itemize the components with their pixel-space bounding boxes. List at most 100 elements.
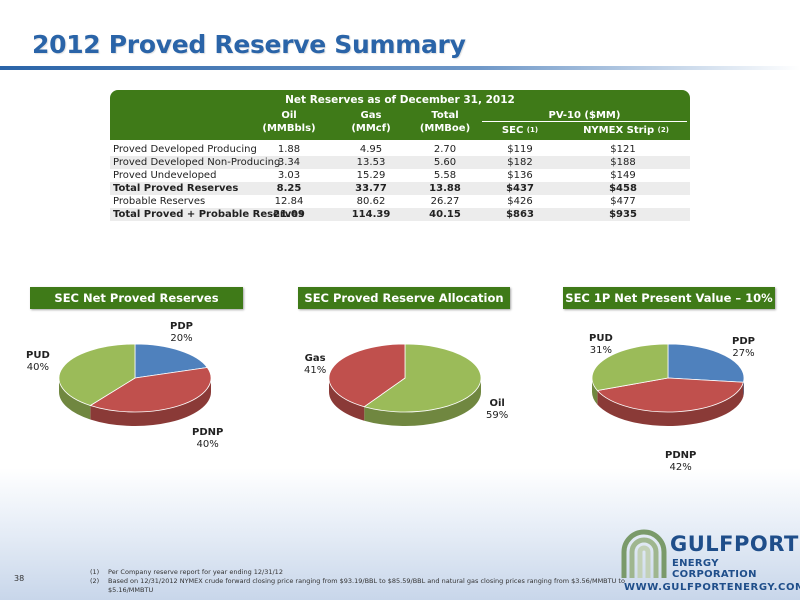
pie-slice-pud	[591, 343, 669, 391]
row-label: Probable Reserves	[113, 196, 206, 207]
cell-oil: 3.34	[277, 157, 301, 168]
row-label: Proved Undeveloped	[113, 170, 217, 181]
col-total-unit: (MMBoe)	[419, 123, 471, 134]
cell-oil: 12.84	[274, 196, 304, 207]
pie-slice-pdnp	[596, 377, 744, 413]
col-total: Total (MMBoe)	[416, 109, 474, 135]
cell-nymex: $121	[610, 144, 636, 155]
cell-sec: $182	[507, 157, 533, 168]
footnotes: (1) Per Company reserve report for year …	[90, 568, 668, 595]
table-row: Proved Undeveloped 3.03 15.29 5.58 $136 …	[110, 169, 690, 182]
col-sec: SEC (1)	[486, 124, 554, 137]
reserves-table: Net Reserves as of December 31, 2012 Oil…	[110, 90, 690, 221]
footnote-number: (2)	[90, 577, 100, 585]
page-number: 38	[14, 574, 25, 583]
cell-oil: 1.88	[277, 144, 301, 155]
cell-sec: $437	[506, 183, 534, 194]
pie-slice-pdp	[134, 343, 208, 379]
cell-nymex: $188	[610, 157, 636, 168]
cell-total: 13.88	[429, 183, 461, 194]
col-gas-unit: (MMcf)	[351, 123, 391, 134]
pie-label-pud: PUD 40%	[26, 350, 50, 373]
col-sec-label: SEC	[501, 125, 524, 136]
pie-slice-pdp	[667, 343, 745, 383]
title-underline	[0, 66, 800, 70]
footnote: (1) Per Company reserve report for year …	[90, 568, 668, 577]
cell-oil: 8.25	[276, 183, 302, 194]
pie-slice-side-pdnp	[597, 382, 744, 426]
cell-gas: 114.39	[351, 209, 391, 220]
pie-slice-pud	[58, 343, 136, 406]
footnote: (2) Based on 12/31/2012 NYMEX crude forw…	[90, 577, 668, 595]
pie-label-oil: Oil 59%	[486, 398, 509, 421]
table-row: Proved Developed Non-Producing 3.34 13.5…	[110, 156, 690, 169]
pie-slice-side-oil	[364, 378, 481, 426]
pie-chart-svg	[591, 343, 745, 426]
company-logo: GULFPORT ENERGY CORPORATION WWW.GULFPORT…	[616, 522, 800, 598]
pie-label-pdp: PDP 20%	[170, 321, 193, 344]
col-oil-label: Oil	[281, 110, 297, 121]
proved-reserve-allocation-pie	[325, 340, 495, 440]
col-sec-footnote: (1)	[526, 126, 539, 134]
table-banner: Net Reserves as of December 31, 2012	[285, 94, 515, 106]
page-title: 2012 Proved Reserve Summary	[32, 30, 466, 59]
table-row: Probable Reserves 12.84 80.62 26.27 $426…	[110, 195, 690, 208]
col-nymex: NYMEX Strip (2)	[576, 124, 676, 137]
pie-slice-side-pdnp	[90, 378, 211, 426]
table-row: Total Proved Reserves 8.25 33.77 13.88 $…	[110, 182, 690, 195]
col-gas-label: Gas	[360, 110, 382, 121]
col-nymex-label: NYMEX Strip	[583, 125, 655, 136]
proved-reserve-allocation-header: SEC Proved Reserve Allocation	[298, 287, 510, 309]
pie-label-gas: Gas 41%	[304, 353, 327, 376]
footnote-number: (1)	[90, 568, 100, 576]
pie-label-pdp: PDP 27%	[732, 336, 755, 359]
col-nymex-footnote: (2)	[657, 126, 669, 134]
row-label: Proved Developed Non-Producing	[113, 157, 281, 168]
net-proved-reserves-header: SEC Net Proved Reserves	[30, 287, 243, 309]
cell-oil: 21.09	[273, 209, 305, 220]
pie-slice-oil	[363, 343, 482, 413]
table-header: Net Reserves as of December 31, 2012 Oil…	[110, 90, 690, 140]
pie-label-pdnp: PDNP 40%	[192, 427, 224, 450]
cell-total: 5.60	[433, 157, 457, 168]
pie-slice-side-gas	[329, 378, 365, 421]
logo-emblem-icon	[621, 529, 667, 578]
cell-total: 40.15	[429, 209, 461, 220]
cell-gas: 33.77	[355, 183, 387, 194]
pie-label-pdnp: PDNP 42%	[665, 450, 697, 473]
cell-nymex: $935	[609, 209, 637, 220]
pie-chart-svg	[58, 343, 212, 426]
cell-nymex: $458	[609, 183, 637, 194]
cell-sec: $863	[506, 209, 534, 220]
table-body: Proved Developed Producing 1.88 4.95 2.7…	[110, 143, 690, 221]
pie-slice-pdnp	[89, 367, 212, 413]
col-gas: Gas (MMcf)	[346, 109, 396, 135]
footnote-text: Per Company reserve report for year endi…	[108, 568, 283, 576]
col-oil: Oil (MMBbls)	[262, 109, 315, 135]
row-label: Proved Developed Producing	[113, 144, 257, 155]
col-pv10: PV-10 ($MM)	[548, 110, 621, 121]
table-row: Proved Developed Producing 1.88 4.95 2.7…	[110, 143, 690, 156]
cell-gas: 80.62	[356, 196, 386, 207]
table-row: Total Proved + Probable Reserves 21.09 1…	[110, 208, 690, 221]
logo-name: GULFPORT	[670, 532, 799, 556]
cell-nymex: $149	[610, 170, 636, 181]
col-oil-unit: (MMBbls)	[262, 123, 316, 134]
cell-gas: 13.53	[356, 157, 386, 168]
pie-slice-gas	[328, 343, 406, 408]
net-present-value-header: SEC 1P Net Present Value – 10%	[563, 287, 775, 309]
cell-sec: $426	[507, 196, 533, 207]
cell-total: 2.70	[433, 144, 457, 155]
net-present-value-pie	[588, 340, 758, 435]
row-label: Total Proved + Probable Reserves	[113, 209, 305, 220]
cell-total: 26.27	[430, 196, 460, 207]
pv10-rule	[482, 121, 687, 122]
pie-label-pud: PUD 31%	[589, 333, 613, 356]
cell-oil: 3.03	[277, 170, 301, 181]
net-proved-reserves-pie	[55, 340, 225, 435]
footnote-text: Based on 12/31/2012 NYMEX crude forward …	[108, 577, 625, 594]
cell-gas: 4.95	[359, 144, 383, 155]
cell-sec: $136	[507, 170, 533, 181]
row-label: Total Proved Reserves	[113, 183, 239, 194]
logo-subtitle: ENERGY CORPORATION	[672, 558, 757, 580]
